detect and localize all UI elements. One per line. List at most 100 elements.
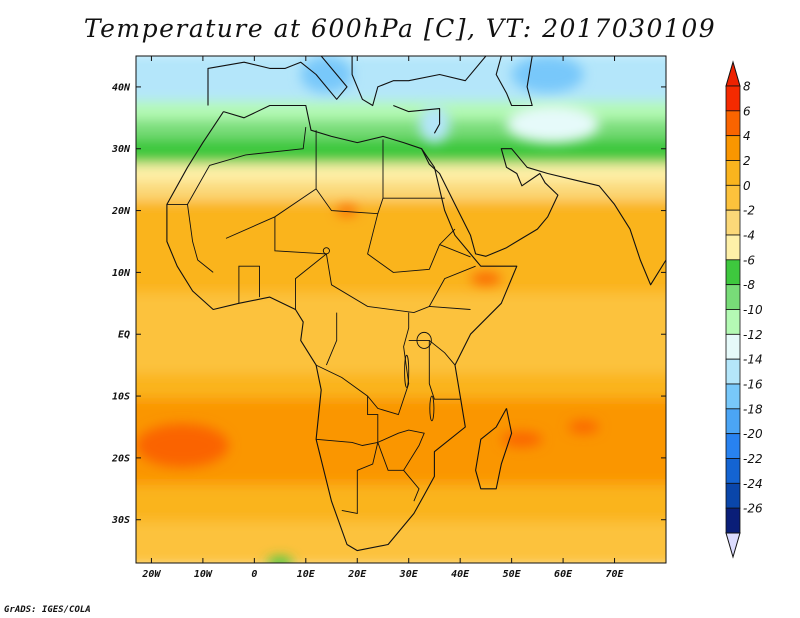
colorbar-swatch: [725, 209, 741, 236]
colorbar-label: -8: [743, 278, 755, 292]
lake-chad: [322, 247, 330, 255]
gulf-of-guinea-green: [267, 556, 293, 563]
country-border-18: [403, 470, 420, 502]
colorbar-swatch: [725, 333, 741, 360]
map-plot-area: [136, 56, 666, 563]
temperature-fill: [136, 56, 666, 563]
colorbar: 8 6 4 2 0 -2 -4 -6 -8 -10 -12 -14 -16 -18 -20 -22 -24 -26: [725, 60, 763, 559]
colorbar-swatch: [725, 259, 741, 286]
country-border-4: [274, 216, 471, 314]
country-border-13: [408, 339, 456, 366]
turkey-south-coastline: [393, 104, 441, 134]
country-border-6: [367, 213, 456, 273]
country-border-7: [439, 244, 471, 258]
colorbar-label: -10: [743, 303, 763, 317]
colorbar-label: -18: [743, 402, 763, 416]
grads-credit: GrADS: IGES/COLA: [4, 605, 91, 615]
colorbar-swatch: [725, 309, 741, 335]
colorbar-swatch: [725, 383, 741, 410]
colorbar-swatch: [725, 507, 741, 534]
colorbar-swatch: [725, 408, 741, 435]
colorbar-label: -26: [743, 502, 763, 516]
sahel-warm: [336, 205, 358, 216]
mozambique-channel-warm: [501, 431, 543, 447]
y-tick-label: 30N: [111, 144, 131, 155]
y-tick-label: 30S: [111, 515, 130, 526]
lake-malawi: [429, 395, 435, 422]
x-tick-label: 60E: [554, 569, 573, 580]
colorbar-swatch: [725, 135, 741, 161]
mediterranean-cold: [300, 56, 353, 94]
temp-zone-6: [136, 200, 666, 302]
country-border-1: [187, 204, 214, 273]
country-border-11: [325, 312, 338, 366]
y-tick-label: 20N: [111, 206, 131, 217]
y-tick-label: EQ: [118, 330, 130, 341]
country-border-9: [238, 265, 260, 304]
colorbar-swatch: [725, 433, 741, 459]
colorbar-under-arrow: [725, 532, 741, 559]
x-tick-label: 30E: [399, 569, 419, 580]
colorbar-swatch: [725, 234, 741, 261]
map-title: Temperature at 600hPa [C], VT: 201703010…: [83, 14, 717, 43]
caspian-coastline: [495, 56, 533, 107]
x-tick-label: 50E: [503, 569, 522, 580]
arabia-cool: [506, 105, 600, 143]
colorbar-label: -22: [743, 452, 763, 466]
y-axis-ticks: 40N 30N 20N 10N EQ 10S 20S 30S: [111, 82, 666, 526]
country-border-8: [428, 265, 476, 307]
colorbar-label: -14: [743, 353, 763, 367]
map-outlines: [166, 56, 666, 552]
country-border-14: [428, 340, 461, 400]
colorbar-label: 0: [743, 179, 751, 193]
y-tick-label: 40N: [112, 82, 131, 93]
x-tick-label: 40E: [451, 569, 470, 580]
indian-ocean-warm: [568, 420, 600, 434]
colorbar-label: -24: [743, 477, 763, 491]
colorbar-label: 6: [743, 104, 751, 118]
colorbar-swatch: [725, 284, 741, 310]
colorbar-swatch: [725, 458, 741, 484]
plot-frame: [135, 55, 667, 564]
colorbar-swatch: [725, 184, 741, 211]
colorbar-swatch: [725, 482, 741, 509]
africa-coastline: [166, 104, 518, 552]
country-border-12: [315, 312, 410, 416]
colorbar-label: 2: [743, 154, 751, 168]
y-tick-label: 10N: [112, 268, 131, 279]
colorbar-label: -20: [743, 427, 763, 441]
balkans-turkey-coastline: [351, 56, 487, 107]
x-axis-ticks: 20W 10W 0 10E 20E 30E 40E 50E 60E 70E: [141, 56, 625, 580]
x-tick-label: 0: [251, 569, 257, 580]
x-tick-label: 10E: [297, 569, 316, 580]
x-tick-label: 70E: [606, 569, 625, 580]
y-tick-label: 10S: [112, 392, 130, 403]
europe-coastline: [207, 56, 348, 106]
madagascar-coastline: [475, 408, 513, 490]
colorbar-label: 4: [743, 129, 751, 143]
arabia-coastline: [421, 148, 666, 286]
colorbar-label: -2: [743, 204, 755, 218]
colorbar-swatch: [725, 110, 741, 137]
colorbar-label: -6: [743, 253, 755, 267]
temperature-patches: [136, 56, 600, 563]
iran-cold: [511, 56, 584, 94]
x-tick-label: 10W: [194, 569, 213, 580]
colorbar-over-arrow: [725, 60, 741, 87]
x-tick-label: 20E: [347, 569, 367, 580]
country-border-16: [377, 429, 425, 471]
temp-zone-7: [136, 293, 666, 382]
lake-tanganyika: [404, 354, 410, 388]
colorbar-swatch: [725, 358, 741, 385]
colorbar-swatch: [725, 85, 741, 112]
colorbar-label: -4: [743, 229, 755, 243]
colorbar-label: 8: [743, 80, 751, 94]
y-tick-label: 20S: [111, 453, 130, 464]
x-tick-label: 20W: [141, 569, 161, 580]
country-border-0: [166, 127, 307, 205]
country-border-17: [367, 396, 379, 443]
lake-victoria: [416, 331, 432, 349]
country-border-15: [316, 438, 379, 515]
colorbar-label: -12: [743, 328, 763, 342]
